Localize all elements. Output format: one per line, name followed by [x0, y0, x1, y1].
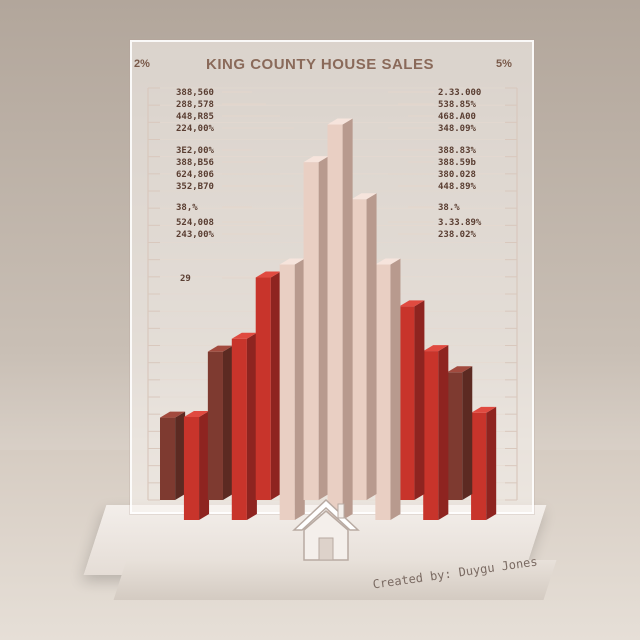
left-value-label: 352,B70 [176, 182, 214, 192]
bar-top [423, 345, 449, 352]
bar-side [342, 118, 353, 520]
bar-top [399, 300, 425, 307]
left-value-label: 524,008 [176, 218, 214, 228]
right-value-label: 380.028 [438, 170, 476, 180]
bar-side [294, 258, 305, 520]
value-labels: 388,560 288,578 448,R85 224,00% 3E2,00% 388,B… [176, 88, 482, 284]
bar-top [471, 406, 497, 413]
bar-front [399, 306, 415, 500]
left-value-label: 29 [180, 274, 191, 284]
bar-front [303, 162, 319, 500]
bar-top [255, 271, 281, 278]
right-value-label: 538.85% [438, 100, 477, 110]
bar-top [351, 193, 377, 200]
bar [279, 258, 305, 520]
bar-side [175, 411, 186, 500]
bar-front [447, 372, 463, 500]
bar-front [375, 264, 391, 520]
bar-top [375, 258, 401, 265]
bar [183, 411, 210, 520]
left-value-label: 448,R85 [176, 112, 214, 122]
chart-title: KING COUNTY HOUSE SALES [206, 56, 434, 73]
bar-top [327, 118, 353, 125]
bar-side [486, 406, 497, 520]
bar-side [366, 193, 377, 501]
bar-side [318, 156, 329, 500]
left-value-label: 288,578 [176, 100, 214, 110]
left-value-label: 624,806 [176, 170, 214, 180]
bar [231, 332, 257, 520]
right-value-label: 388.83% [438, 146, 477, 156]
bar-top [303, 156, 329, 163]
bar-side [390, 258, 401, 520]
bar [471, 406, 497, 520]
bar-front [231, 338, 247, 520]
left-value-label: 388,B56 [176, 158, 214, 168]
left-value-label: 38,% [176, 203, 198, 213]
bar [447, 366, 473, 500]
right-value-label: 38.% [438, 203, 460, 213]
right-value-label: 348.09% [438, 124, 477, 134]
bar [351, 193, 377, 501]
bar [255, 271, 281, 500]
left-value-label: 388,560 [176, 88, 214, 98]
bar-top [231, 332, 257, 339]
bar-front [423, 351, 439, 520]
right-value-label: 468.A00 [438, 112, 476, 122]
bar-front [327, 124, 343, 520]
house-icon [292, 498, 360, 561]
right-value-label: 448.89% [438, 182, 477, 192]
bar [207, 345, 233, 500]
bar [423, 345, 449, 520]
bar [160, 411, 186, 500]
bar-top [207, 345, 233, 352]
bar-front [183, 417, 200, 520]
right-value-label: 2.33.000 [438, 88, 481, 98]
bar [327, 118, 353, 520]
bar-side [222, 345, 233, 500]
bar-front [160, 417, 176, 500]
bar-top [447, 366, 473, 373]
bar-top [279, 258, 305, 265]
bar [375, 258, 401, 520]
bar-side [414, 300, 425, 500]
bar-side [270, 271, 281, 500]
right-value-label: 388.59b [438, 158, 477, 168]
bar-side [199, 411, 210, 520]
bar-front [279, 264, 295, 520]
bar-front [471, 412, 487, 520]
bar-side [246, 332, 257, 520]
bar [399, 300, 425, 500]
bars [160, 118, 497, 520]
bar-front [207, 351, 223, 500]
bar-front [255, 277, 271, 500]
bar-side [438, 345, 449, 520]
right-value-label: 3.33.89% [438, 218, 482, 228]
bar-top [183, 411, 210, 417]
corner-label-right: 5% [496, 58, 512, 70]
left-value-label: 224,00% [176, 124, 215, 134]
left-value-label: 3E2,00% [176, 146, 215, 156]
right-value-label: 238.02% [438, 230, 477, 240]
corner-label-left: 2% [134, 58, 150, 70]
left-value-label: 243,00% [176, 230, 215, 240]
bar-side [462, 366, 473, 500]
bar-top [160, 411, 186, 418]
bar [303, 156, 329, 500]
bar-front [351, 199, 367, 501]
